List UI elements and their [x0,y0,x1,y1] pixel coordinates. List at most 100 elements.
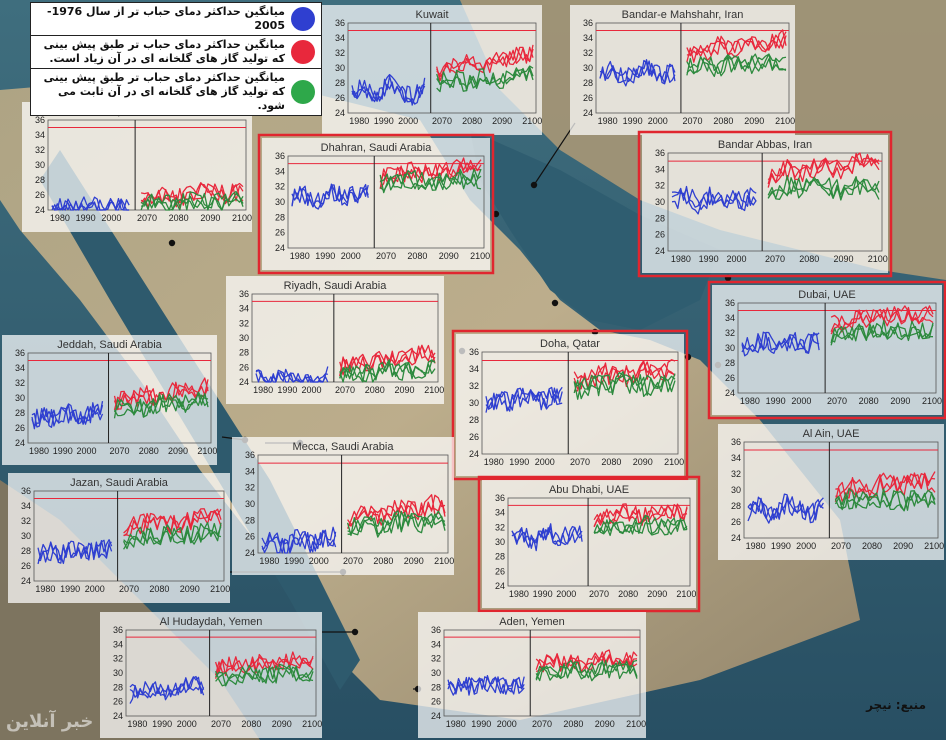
x-tick-label: 1980 [349,116,369,126]
x-tick-label: 2080 [462,116,482,126]
y-tick-label: 28 [495,552,505,562]
y-tick-label: 26 [113,697,123,707]
chart-panel [482,480,696,608]
series-line-historical [747,493,824,524]
x-tick-label: 2000 [101,213,121,223]
series-line-historical [351,73,426,104]
series-line-historical [511,526,583,548]
y-tick-label: 34 [725,313,735,323]
y-tick-label: 28 [245,515,255,525]
y-tick-label: 24 [335,108,345,118]
x-tick-label: 1980 [509,589,529,599]
series-line-future-stable [436,67,534,89]
chart-panel [718,424,944,560]
chart-title: Bandar Abbas, Iran [718,139,812,151]
y-tick-label: 34 [35,130,45,140]
y-tick-label: 30 [469,398,479,408]
series-line-future-stable [339,359,436,383]
x-tick-label: 2090 [647,589,667,599]
x-tick-label: 2080 [563,719,583,729]
y-tick-label: 36 [469,347,479,357]
x-tick-label: 2000 [341,251,361,261]
series-line-future-stable [215,663,314,687]
chart-title: Bandar-e Mahshahr, Iran [622,9,744,21]
x-tick-label: 2100 [924,541,944,551]
x-tick-label: 2000 [497,719,517,729]
y-tick-label: 34 [731,453,741,463]
y-tick-label: 36 [731,437,741,447]
x-tick-label: 1980 [35,584,55,594]
series-line-future-high [686,29,787,63]
highlight-frame [707,280,946,420]
plot-frame [347,22,537,114]
x-tick-label: 2090 [168,446,188,456]
y-tick-label: 36 [35,115,45,125]
chart-riyadh-saudi-arabia: Riyadh, Saudi Arabia 24 26 28 30 32 34 36 1980 19… [226,276,444,404]
x-tick-label: 1990 [771,541,791,551]
y-tick-label: 26 [21,561,31,571]
series-line-future-stable [436,66,534,92]
plot-frame [737,302,937,394]
x-tick-label: 1980 [50,213,70,223]
x-tick-label: 2070 [765,254,785,264]
y-tick-label: 34 [113,639,123,649]
y-tick-label: 24 [245,548,255,558]
x-tick-label: 1980 [446,719,466,729]
series-line-future-stable [339,361,436,383]
x-tick-label: 2090 [180,584,200,594]
series-line-future-high [347,494,446,527]
chart-panel [642,135,888,273]
series-line-historical [511,523,583,552]
x-tick-label: 2080 [618,589,638,599]
series-line-historical [261,526,337,554]
series-line-historical [291,183,369,208]
y-tick-label: 24 [655,246,665,256]
series-line-future-stable [593,517,688,535]
x-tick-label: 2000 [796,541,816,551]
x-tick-label: 2070 [109,446,129,456]
highlight-frame [477,475,701,613]
y-tick-label: 30 [245,499,255,509]
y-tick-label: 28 [335,78,345,88]
x-tick-label: 1990 [53,446,73,456]
y-tick-label: 28 [583,78,593,88]
series-line-historical [129,675,205,704]
series-line-future-stable [535,659,638,680]
persian-gulf [470,130,720,330]
x-tick-label: 2000 [177,719,197,729]
series-line-historical [129,676,205,699]
chart-panel [226,276,444,404]
chart-mecca-saudi-arabia: Mecca, Saudi Arabia 24 26 28 30 32 34 36 1980 199… [232,437,454,575]
y-tick-label: 32 [35,145,45,155]
y-tick-label: 30 [431,668,441,678]
source-credit: منبع: نیچر [866,698,926,712]
plot-frame [33,490,225,582]
plot-frame [481,351,679,455]
highlight-frame [637,130,893,278]
x-tick-label: 2100 [302,719,322,729]
series-line-historical [741,331,820,354]
x-tick-label: 2080 [601,457,621,467]
y-tick-label: 36 [583,18,593,28]
series-line-future-stable [573,374,676,396]
y-tick-label: 36 [495,493,505,503]
y-tick-label: 36 [113,625,123,635]
y-tick-label: 24 [731,533,741,543]
y-tick-label: 24 [35,205,45,215]
x-tick-label: 2080 [241,719,261,729]
location-dot [530,181,538,189]
chart-doha-qatar: Doha, Qatar 24 26 28 30 32 34 36 1980 1990 2000 207… [451,329,689,481]
series-line-future-stable [834,488,936,511]
y-tick-label: 30 [275,197,285,207]
x-tick-label: 2090 [439,251,459,261]
x-tick-label: 2070 [335,385,355,395]
legend-label-historical: میانگین حداکثر دمای حباب تر از سال 1976-… [47,5,285,32]
y-tick-label: 34 [21,501,31,511]
y-tick-label: 32 [469,381,479,391]
y-tick-label: 28 [431,682,441,692]
x-tick-label: 1980 [740,396,760,406]
chart-bandar-e-mahshahr-iran: Bandar-e Mahshahr, Iran 24 26 28 30 32 34 36 198… [570,5,795,135]
y-tick-label: 34 [431,639,441,649]
series-line-historical [747,495,824,524]
chart-title: Aden, Yemen [499,616,564,628]
